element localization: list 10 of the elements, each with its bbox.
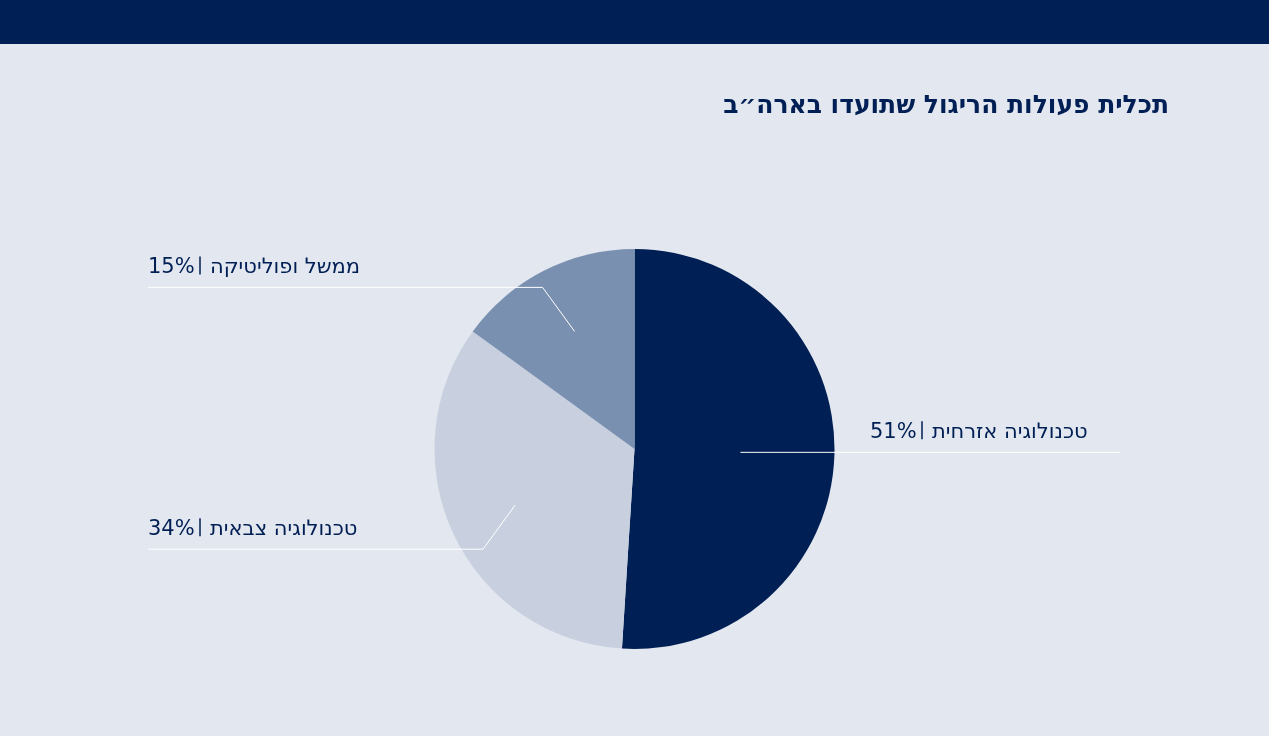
slice-label: ממשל ופוליטיקה [210, 254, 361, 279]
slice-label: טכנולוגיה צבאית [210, 516, 358, 541]
data-label: 15% [148, 254, 195, 279]
pie-slice [621, 249, 835, 649]
pie-slice [472, 249, 635, 449]
legend-label: טכנולוגיה אזרחית [932, 419, 1088, 444]
chart-title: תכלית פעולות הריגול שתועדו בארה״ב [723, 90, 1169, 119]
pie-slice [434, 331, 635, 649]
data-label: 34% [148, 516, 195, 541]
data-label: 51% [870, 419, 917, 444]
